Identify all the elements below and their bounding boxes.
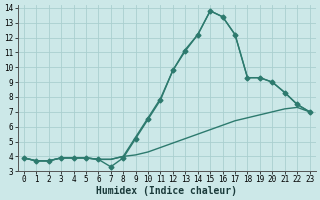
X-axis label: Humidex (Indice chaleur): Humidex (Indice chaleur): [96, 186, 237, 196]
